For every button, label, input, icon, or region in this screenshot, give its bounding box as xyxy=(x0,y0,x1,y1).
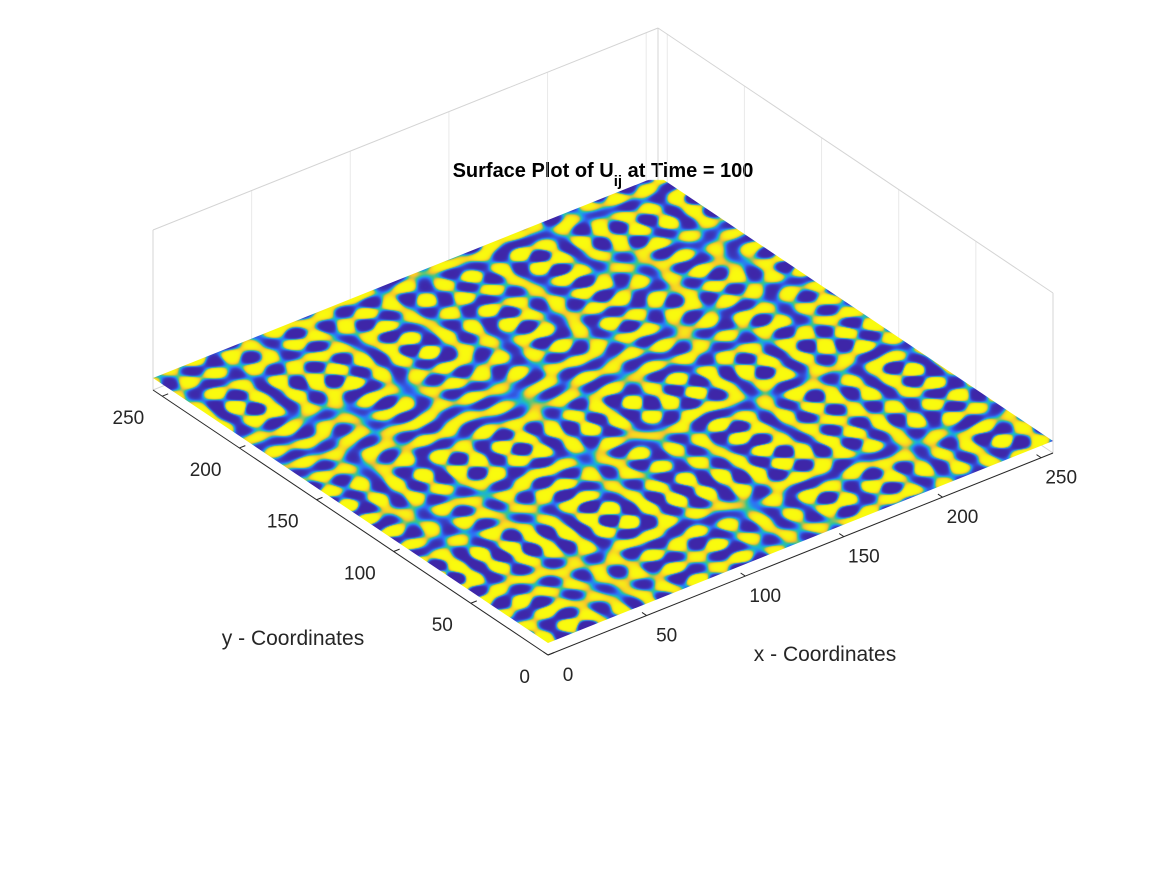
x-tick-label: 50 xyxy=(656,626,677,647)
x-axis-label: x - Coordinates xyxy=(754,643,896,666)
y-tick-mark xyxy=(470,600,477,604)
axes xyxy=(152,389,1054,656)
y-tick-label: 200 xyxy=(190,460,222,481)
y-axis-line xyxy=(152,389,549,656)
x-tick-labels: 0 50 100 150 200 250 xyxy=(563,468,1077,686)
x-axis-line xyxy=(547,452,1054,656)
x-tick-mark xyxy=(543,651,549,656)
x-tick-mark xyxy=(641,612,647,616)
y-tick-mark xyxy=(162,393,169,397)
y-tick-label: 50 xyxy=(432,615,453,636)
y-tick-label: 0 xyxy=(519,667,530,688)
x-tick-label: 150 xyxy=(848,547,880,568)
y-tick-label: 100 xyxy=(344,563,376,584)
box-edge-5 xyxy=(152,27,659,231)
x-tick-label: 0 xyxy=(563,665,574,686)
y-tick-label: 250 xyxy=(113,408,145,429)
x-tick-label: 250 xyxy=(1045,468,1077,489)
y-tick-mark xyxy=(316,496,323,501)
box-edge-6 xyxy=(657,27,1054,294)
y-tick-mark xyxy=(393,548,400,552)
y-tick-label: 150 xyxy=(267,512,299,533)
x-tick-label: 100 xyxy=(749,586,781,607)
y-tick-mark xyxy=(547,652,555,656)
x-tick-mark xyxy=(838,533,845,538)
chart-title: Surface Plot of Uij at Time = 100 xyxy=(453,160,754,190)
y-axis-label: y - Coordinates xyxy=(222,627,364,650)
x-tick-mark xyxy=(740,572,746,577)
x-tick-label: 200 xyxy=(947,507,979,528)
x-tick-mark xyxy=(937,493,943,498)
y-tick-mark xyxy=(239,445,246,449)
y-tick-labels: 0 50 100 150 200 250 xyxy=(113,408,530,688)
x-tick-mark xyxy=(1036,454,1042,459)
